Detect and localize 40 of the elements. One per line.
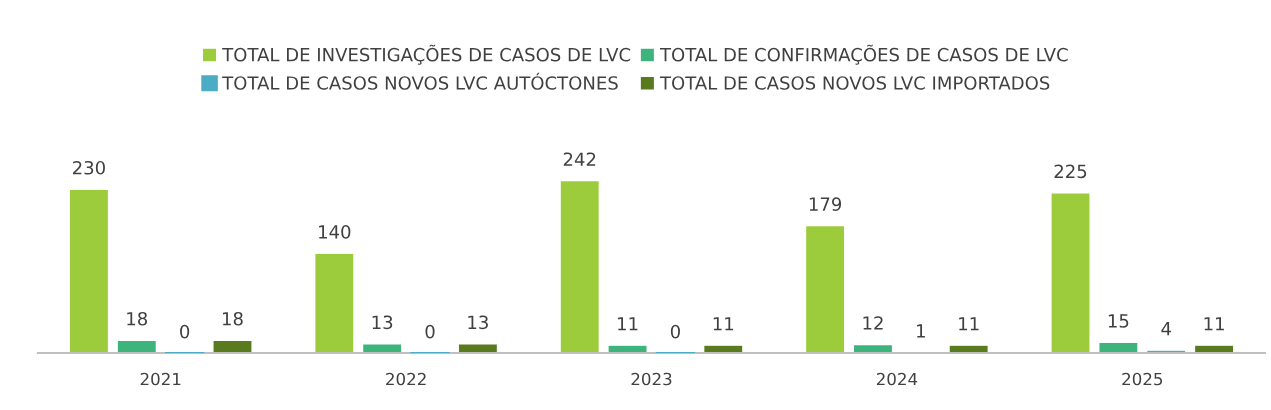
- bar: [116, 339, 158, 353]
- data-label: 4: [1161, 322, 1171, 336]
- bar: [212, 339, 253, 353]
- legend-label: TOTAL DE INVESTIGAÇÕES DE CASOS DE LVC: [222, 44, 631, 65]
- data-label: 140: [319, 225, 351, 239]
- data-label: 11: [618, 317, 638, 331]
- data-label: 18: [222, 311, 243, 326]
- data-label: 11: [713, 317, 734, 331]
- data-label: 225: [1054, 164, 1087, 179]
- data-label: 11: [1204, 317, 1224, 331]
- x-tick-label: 2025: [1122, 372, 1163, 386]
- x-tick-label: 2021: [140, 372, 181, 386]
- data-label: 13: [372, 315, 393, 330]
- bar: [68, 188, 110, 353]
- legend-label: TOTAL DE CASOS NOVOS LVC AUTÓCTONES: [222, 72, 618, 90]
- bar: [607, 344, 648, 353]
- data-label: 179: [809, 197, 842, 211]
- bar: [804, 224, 846, 353]
- data-label: 18: [127, 311, 148, 326]
- bar: [702, 344, 744, 353]
- x-tick-label: 2023: [631, 372, 672, 386]
- data-label: 11: [959, 317, 979, 331]
- data-label: 0: [180, 324, 190, 339]
- legend-label: TOTAL DE CONFIRMAÇÕES DE CASOS DE LVC: [659, 44, 1068, 65]
- bar: [1050, 192, 1091, 353]
- data-label: 0: [670, 324, 680, 339]
- data-label: 0: [425, 324, 435, 339]
- data-label: 1: [917, 324, 925, 338]
- data-label: 12: [863, 316, 883, 330]
- data-label: 230: [73, 160, 105, 175]
- legend-label: TOTAL DE CASOS NOVOS LVC IMPORTADOS: [659, 76, 1050, 90]
- bar: [948, 344, 990, 353]
- data-label: 242: [563, 152, 596, 166]
- x-tick-label: 2024: [876, 372, 918, 386]
- bar: [559, 179, 601, 353]
- data-label: 13: [468, 315, 488, 330]
- bar: [1193, 344, 1235, 353]
- x-tick-label: 2022: [386, 372, 426, 386]
- data-label: 15: [1108, 314, 1129, 328]
- bar: [313, 252, 355, 353]
